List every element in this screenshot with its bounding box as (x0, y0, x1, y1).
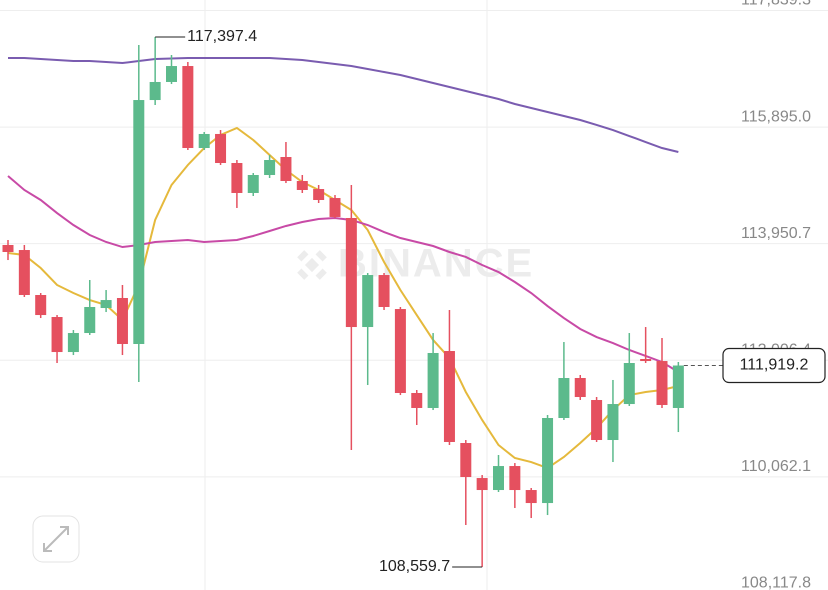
y-tick-label: 108,117.8 (741, 575, 811, 590)
candle-body (264, 160, 276, 175)
candle-body (182, 66, 194, 149)
candle-body (116, 297, 128, 344)
candle-body (247, 174, 259, 193)
annotation-label: 108,559.7 (379, 558, 450, 575)
candle-body (84, 306, 96, 334)
candle-body (443, 351, 455, 442)
candle-body (362, 275, 374, 328)
candle-body (198, 133, 210, 149)
last-price-label: 111,919.2 (740, 357, 809, 374)
candle-body (2, 244, 14, 253)
y-tick-label: 115,895.0 (741, 108, 811, 125)
candle-body (640, 358, 652, 362)
candle-body (460, 443, 472, 478)
candle-body (133, 100, 145, 344)
candle-body (215, 133, 227, 164)
candle-body (345, 217, 357, 328)
candle-body (509, 466, 521, 491)
candle-body (623, 363, 635, 405)
last-price-box (722, 347, 826, 384)
moving-average-line (7, 175, 679, 373)
candle-body (476, 478, 488, 491)
candle-body (656, 361, 668, 405)
candle-body (411, 392, 423, 408)
watermark-logo (297, 250, 327, 280)
candle-body (166, 66, 177, 82)
candle-body (18, 250, 30, 295)
y-tick-label: 113,950.7 (741, 225, 811, 242)
candle-body (231, 163, 243, 193)
y-tick-label: 110,062.1 (741, 458, 811, 475)
expand-icon[interactable] (43, 526, 69, 552)
candle-body (558, 378, 570, 419)
candle-body (591, 400, 603, 441)
candle-body (574, 378, 586, 398)
expand-button[interactable] (32, 515, 80, 563)
candle-body (296, 180, 308, 190)
candle-body (525, 490, 537, 504)
annotation-label: 117,397.4 (187, 28, 257, 45)
candle-body (493, 466, 504, 491)
candle-body (149, 81, 161, 101)
candle-body (607, 404, 619, 441)
candle-body (35, 295, 47, 316)
candle-body (280, 157, 292, 181)
candle-body (427, 352, 439, 408)
moving-average-line (8, 56, 679, 153)
candle-body (542, 418, 554, 504)
candle-body (67, 333, 79, 353)
y-tick-label: 117,839.3 (741, 0, 811, 9)
candle-body (313, 189, 325, 201)
candle-body (394, 309, 406, 393)
candle-body (378, 275, 390, 307)
candle-body (329, 198, 341, 217)
candle-body (672, 365, 684, 408)
candle-body (51, 317, 63, 353)
candle-body (100, 300, 112, 309)
